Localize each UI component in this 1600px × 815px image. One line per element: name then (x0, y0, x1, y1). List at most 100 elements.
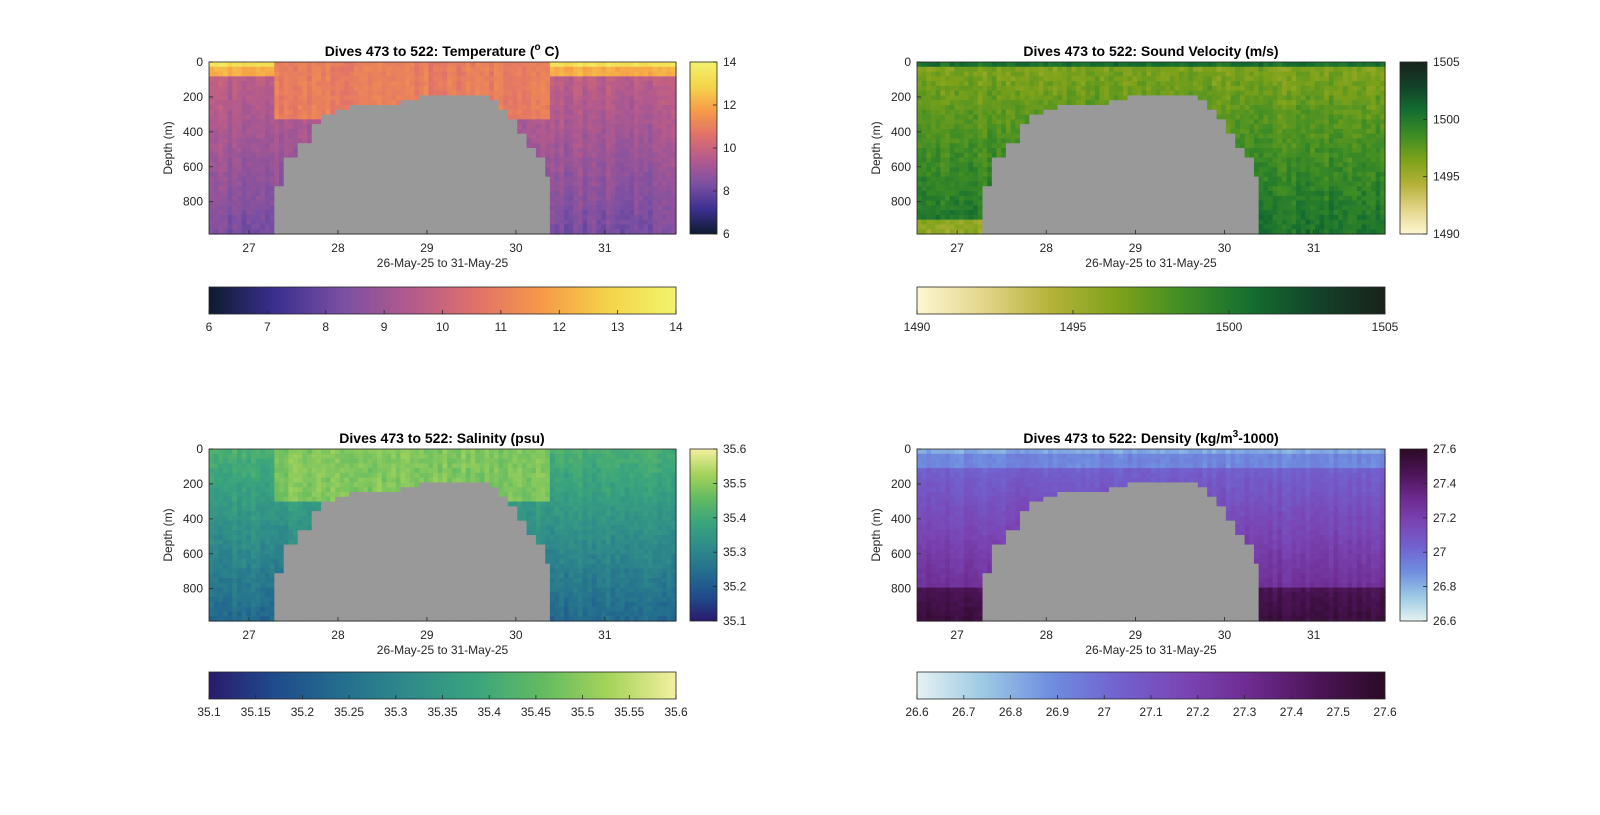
heatmap-cell (662, 67, 667, 72)
heatmap-cell (926, 81, 931, 86)
heatmap-cell (237, 138, 242, 143)
heatmap-cell (232, 110, 237, 115)
heatmap-cell (1062, 162, 1067, 167)
heatmap-cell (438, 62, 443, 67)
heatmap-cell (569, 62, 574, 67)
heatmap-cell (992, 124, 997, 129)
heatmap-cell (330, 196, 335, 201)
sound-velocity-panel: Dives 473 to 522: Sound Velocity (m/s) 2… (869, 43, 1460, 334)
heatmap-cell (260, 186, 265, 191)
heatmap-cell (330, 76, 335, 81)
heatmap-cell (419, 67, 424, 72)
heatmap-cell (653, 115, 658, 120)
heatmap-cell (531, 177, 536, 182)
heatmap-cell (400, 129, 405, 134)
heatmap-cell (922, 181, 927, 186)
heatmap-cell (344, 105, 349, 110)
heatmap-cell (1001, 162, 1006, 167)
heatmap-cell (950, 134, 955, 139)
heatmap-cell (922, 177, 927, 182)
heatmap-cell (1029, 186, 1034, 191)
heatmap-cell (555, 67, 560, 72)
heatmap-cell (615, 72, 620, 77)
heatmap-cell (461, 95, 466, 100)
heatmap-cell (396, 148, 401, 153)
heatmap-cell (499, 158, 504, 163)
heatmap-cell (452, 115, 457, 120)
heatmap-cell (330, 81, 335, 86)
heatmap-cell (950, 162, 955, 167)
heatmap-cell (531, 143, 536, 148)
heatmap-cell (260, 91, 265, 96)
heatmap-cell (513, 143, 518, 148)
heatmap-cell (513, 86, 518, 91)
heatmap-cell (945, 67, 950, 72)
heatmap-cell (922, 224, 927, 229)
heatmap-cell (559, 138, 564, 143)
heatmap-cell (527, 205, 532, 210)
heatmap-cell (1025, 148, 1030, 153)
heatmap-cell (386, 172, 391, 177)
heatmap-cell (228, 76, 233, 81)
heatmap-cell (587, 76, 592, 81)
heatmap-cell (288, 181, 293, 186)
heatmap-cell (214, 62, 219, 67)
heatmap-cell (223, 143, 228, 148)
heatmap-cell (251, 129, 256, 134)
heatmap-cell (950, 91, 955, 96)
heatmap-cell (326, 143, 331, 148)
heatmap-cell (945, 110, 950, 115)
heatmap-cell (447, 158, 452, 163)
heatmap-cell (620, 162, 625, 167)
heatmap-cell (288, 201, 293, 206)
heatmap-cell (517, 148, 522, 153)
heatmap-cell (391, 191, 396, 196)
heatmap-cell (578, 205, 583, 210)
heatmap-cell (931, 67, 936, 72)
heatmap-cell (344, 177, 349, 182)
heatmap-cell (340, 138, 345, 143)
heatmap-cell (499, 167, 504, 172)
heatmap-cell (242, 191, 247, 196)
heatmap-cell (232, 181, 237, 186)
heatmap-cell (592, 91, 597, 96)
heatmap-cell (391, 181, 396, 186)
heatmap-cell (363, 100, 368, 105)
heatmap-cell (653, 210, 658, 215)
heatmap-cell (382, 72, 387, 77)
heatmap-cell (475, 91, 480, 96)
heatmap-cell (354, 86, 359, 91)
heatmap-cell (1062, 148, 1067, 153)
heatmap-cell (400, 119, 405, 124)
heatmap-cell (653, 67, 658, 72)
heatmap-cell (494, 162, 499, 167)
heatmap-cell (330, 124, 335, 129)
heatmap-cell (232, 76, 237, 81)
heatmap-cell (983, 162, 988, 167)
heatmap-cell (1006, 110, 1011, 115)
heatmap-cell (648, 72, 653, 77)
heatmap-cell (629, 167, 634, 172)
heatmap-cell (1025, 110, 1030, 115)
heatmap-cell (424, 72, 429, 77)
heatmap-cell (1001, 81, 1006, 86)
heatmap-cell (620, 220, 625, 225)
heatmap-cell (457, 134, 462, 139)
heatmap-cell (1057, 215, 1062, 220)
heatmap-cell (587, 191, 592, 196)
heatmap-cell (611, 210, 616, 215)
heatmap-cell (1039, 191, 1044, 196)
heatmap-cell (396, 138, 401, 143)
heatmap-cell (228, 148, 233, 153)
heatmap-cell (307, 196, 312, 201)
heatmap-cell (1006, 72, 1011, 77)
heatmap-cell (242, 153, 247, 158)
heatmap-cell (265, 224, 270, 229)
heatmap-cell (536, 148, 541, 153)
heatmap-cell (265, 220, 270, 225)
heatmap-cell (978, 181, 983, 186)
heatmap-cell (653, 205, 658, 210)
heatmap-cell (569, 72, 574, 77)
heatmap-cell (597, 177, 602, 182)
heatmap-cell (316, 100, 321, 105)
